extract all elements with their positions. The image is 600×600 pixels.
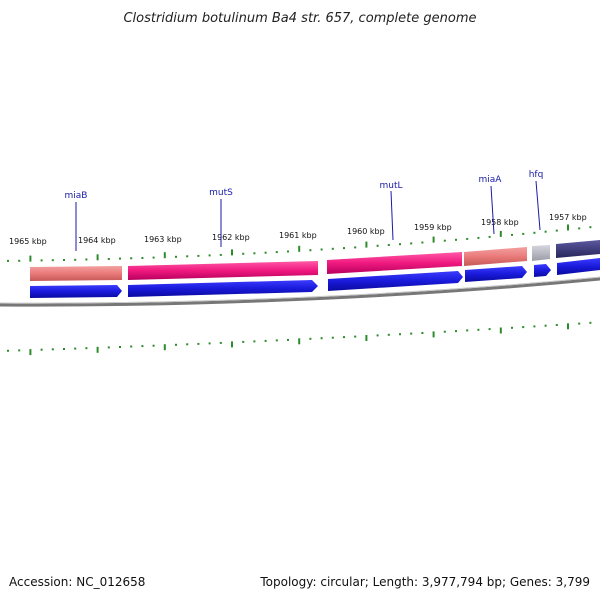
gene-label-hfq[interactable]: hfq (529, 170, 544, 180)
topology-text: Topology: circular; Length: 3,977,794 bp… (259, 575, 590, 589)
genome-backbone-highlight (0, 276, 600, 304)
gene-label-mutL[interactable]: mutL (379, 181, 402, 191)
tick-marks-inner (7, 321, 592, 356)
tick-label-1964: 1964 kbp (78, 236, 116, 245)
tick-label-1960: 1960 kbp (347, 227, 385, 236)
map-title: Clostridium botulinum Ba4 str. 657, comp… (123, 11, 476, 26)
genome-backbone (0, 277, 600, 307)
cds-next-arrow[interactable] (557, 258, 600, 275)
cds-miaB-arrow[interactable] (30, 285, 122, 298)
cds-hfq-arrow[interactable] (534, 264, 551, 277)
cds-miaA-arrow[interactable] (465, 266, 527, 282)
cds-features (30, 258, 600, 298)
tick-label-1958: 1958 kbp (481, 218, 519, 227)
gene-labels: miaB mutS mutL miaA hfq (65, 170, 544, 251)
cds-mutS-arrow[interactable] (128, 280, 318, 297)
accession-text: Accession: NC_012658 (9, 575, 145, 589)
gene-label-miaB[interactable]: miaB (65, 191, 88, 201)
gene-features (30, 240, 600, 281)
gene-mutS-block[interactable] (128, 261, 318, 280)
tick-label-1961: 1961 kbp (279, 231, 317, 240)
gene-miaA-leader (490, 185, 495, 235)
tick-label-1959: 1959 kbp (414, 223, 452, 232)
gene-mutL-leader (390, 190, 394, 241)
tick-label-1962: 1962 kbp (212, 233, 250, 242)
gene-hfq-block[interactable] (532, 245, 550, 261)
gene-label-miaA[interactable]: miaA (479, 175, 503, 185)
tick-label-1957: 1957 kbp (549, 213, 587, 222)
tick-label-1965: 1965 kbp (9, 237, 47, 246)
gene-mutL-block[interactable] (327, 252, 462, 274)
gene-miaA-block[interactable] (464, 247, 527, 266)
cds-mutL-arrow[interactable] (328, 271, 463, 291)
tick-labels: 1965 kbp 1964 kbp 1963 kbp 1962 kbp 1961… (9, 213, 587, 246)
tick-marks-outer (7, 224, 592, 262)
gene-next-block[interactable] (556, 240, 600, 258)
tick-label-1963: 1963 kbp (144, 235, 182, 244)
gene-miaB-block[interactable] (30, 266, 122, 281)
gene-hfq-leader (535, 180, 541, 231)
gene-label-mutS[interactable]: mutS (209, 188, 233, 198)
